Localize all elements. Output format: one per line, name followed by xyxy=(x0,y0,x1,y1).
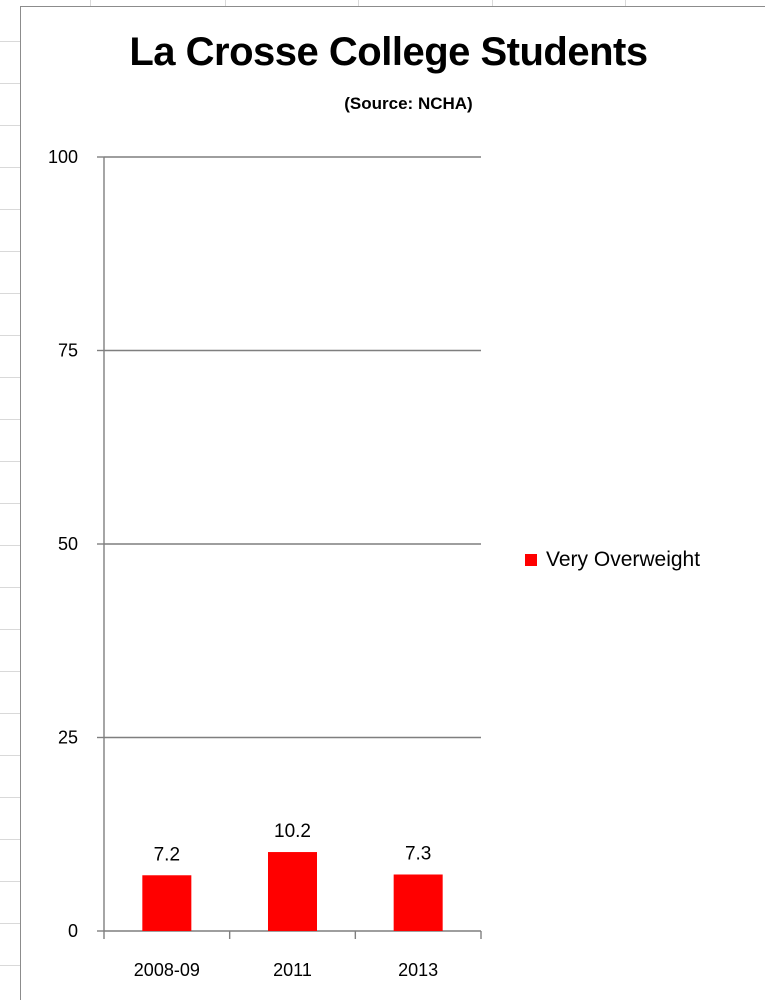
legend-label: Very Overweight xyxy=(546,548,701,571)
chart-area[interactable] xyxy=(20,6,765,1000)
column-gridline xyxy=(625,0,626,6)
column-gridline xyxy=(358,0,359,6)
bar xyxy=(142,875,192,931)
column-gridline xyxy=(225,0,226,6)
y-tick-label: 50 xyxy=(58,534,78,554)
legend-swatch xyxy=(525,554,537,566)
y-tick-label: 75 xyxy=(58,341,78,361)
chart-legend: Very Overweight xyxy=(525,548,700,572)
y-tick-label: 100 xyxy=(48,147,78,167)
chart-subtitle: (Source: NCHA) xyxy=(344,94,473,113)
column-gridline xyxy=(90,0,91,6)
x-tick-label: 2013 xyxy=(398,960,438,980)
bar xyxy=(393,874,443,931)
data-label: 10.2 xyxy=(274,821,311,842)
bar xyxy=(267,852,318,931)
data-label: 7.3 xyxy=(405,843,431,864)
y-tick-label: 0 xyxy=(68,921,78,941)
column-gridline xyxy=(492,0,493,6)
x-tick-label: 2011 xyxy=(273,960,312,980)
x-tick-label: 2008-09 xyxy=(134,960,200,980)
data-label: 7.2 xyxy=(154,844,180,865)
y-tick-label: 25 xyxy=(58,728,78,748)
chart-title: La Crosse College Students xyxy=(129,30,648,74)
